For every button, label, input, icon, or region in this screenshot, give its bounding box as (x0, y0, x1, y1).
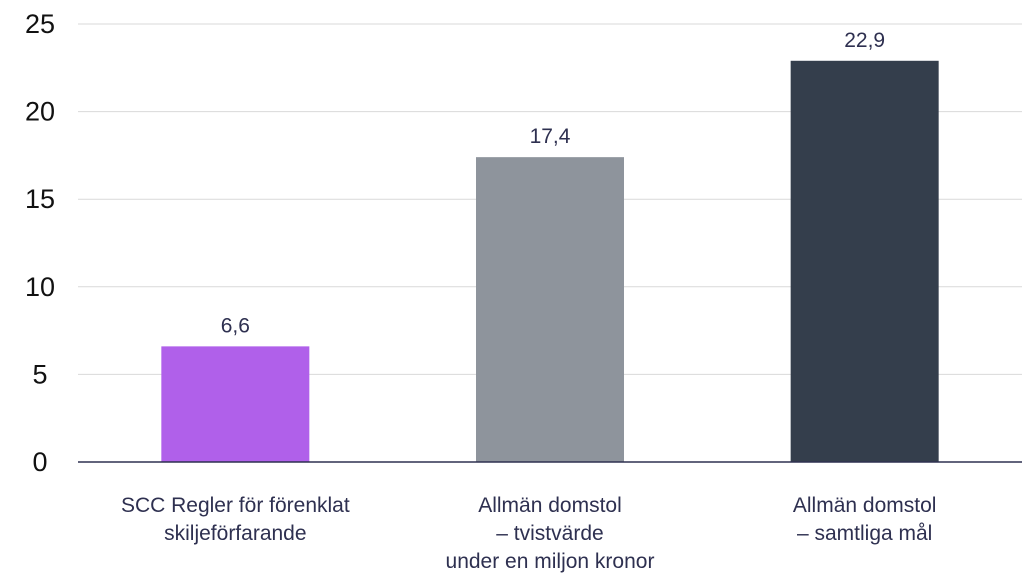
category-label: Allmän domstol (478, 494, 622, 517)
category-label: SCC Regler för förenklat (121, 494, 350, 517)
bar (161, 346, 310, 462)
data-labels: 6,6 17,4 22,9 (221, 29, 885, 338)
category-labels: SCC Regler för förenklat skiljeförfarande… (121, 494, 936, 573)
category-label: skiljeförfarande (164, 522, 306, 545)
category-label: under en miljon kronor (446, 550, 655, 573)
bar (790, 60, 939, 463)
data-label: 22,9 (844, 29, 885, 52)
y-tick-label: 25 (25, 9, 55, 39)
category-label: – tvistvärde (496, 522, 603, 545)
y-tick-label: 20 (25, 97, 55, 127)
y-axis-ticks: 0 5 10 15 20 25 (25, 9, 55, 477)
bars (161, 60, 939, 463)
y-tick-label: 15 (25, 184, 55, 214)
data-label: 17,4 (530, 125, 571, 148)
y-tick-label: 5 (32, 359, 47, 389)
data-label: 6,6 (221, 314, 250, 337)
y-tick-label: 10 (25, 272, 55, 302)
bar (476, 157, 624, 463)
y-tick-label: 0 (32, 447, 47, 477)
category-label: Allmän domstol (793, 494, 937, 517)
category-label: – samtliga mål (797, 522, 932, 545)
